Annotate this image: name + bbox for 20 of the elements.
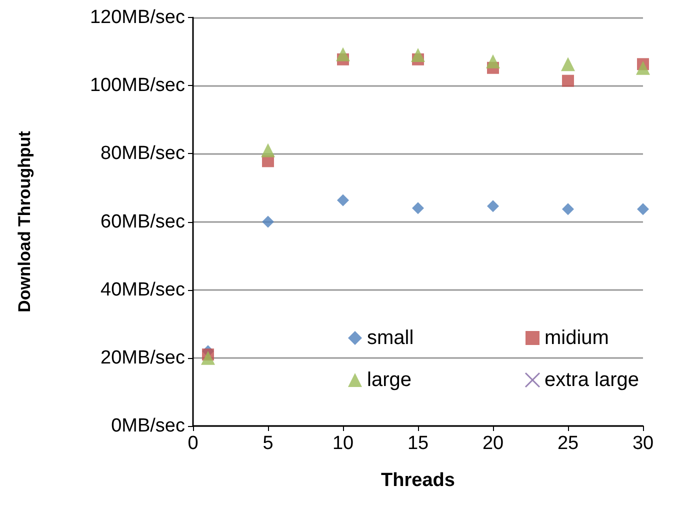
y-tick-label: 0MB/sec xyxy=(111,416,185,436)
x-tick-label: 0 xyxy=(188,433,198,454)
y-axis-title: Download Throughput xyxy=(15,130,34,312)
y-tick-label: 60MB/sec xyxy=(100,211,185,232)
legend-label: large xyxy=(367,369,412,391)
y-tick-label: 80MB/sec xyxy=(100,143,185,164)
x-tick-label: 15 xyxy=(407,433,429,454)
x-tick-label: 5 xyxy=(262,433,274,454)
x-tick-label: 10 xyxy=(332,433,354,454)
y-tick-label: 120MB/sec xyxy=(90,7,185,28)
x-tick-label: 30 xyxy=(632,433,654,454)
y-tick-label: 100MB/sec xyxy=(90,75,185,96)
x-tick-label: 20 xyxy=(482,433,504,454)
legend-label: extra large xyxy=(544,369,639,391)
y-tick-label: 40MB/sec xyxy=(100,279,185,300)
y-tick-label: 20MB/sec xyxy=(100,347,185,368)
x-axis-title: Threads xyxy=(381,470,455,491)
legend-label: midium xyxy=(544,327,609,349)
legend-label: small xyxy=(367,327,414,349)
x-tick-label: 25 xyxy=(557,433,579,454)
